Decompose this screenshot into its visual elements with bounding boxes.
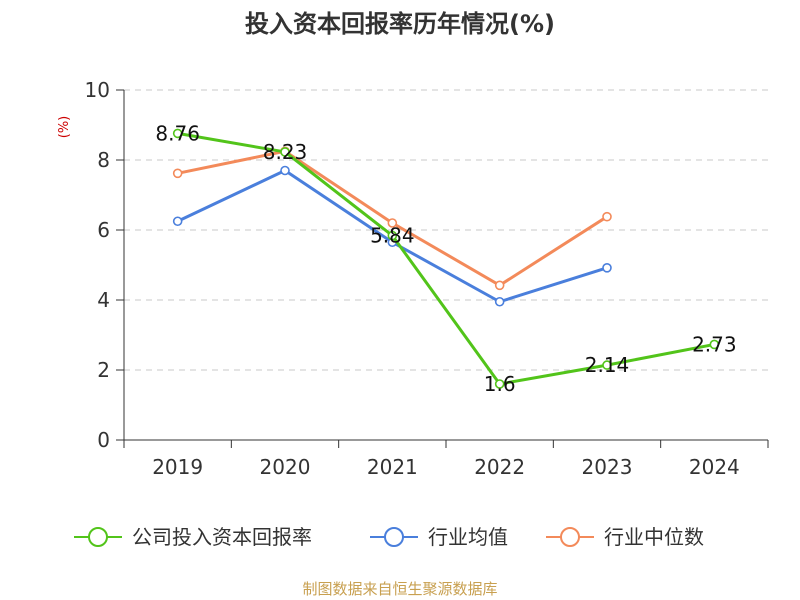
legend-marker-2 (560, 527, 580, 547)
data-label-2021: 5.84 (370, 224, 415, 248)
legend-item-2: 行业中位数 (546, 525, 704, 549)
point-2-2022 (494, 280, 505, 291)
legend-marker-1 (384, 527, 404, 547)
point-0-2020 (280, 147, 290, 157)
legend-item-1: 行业均值 (370, 525, 508, 549)
point-0-2019 (172, 128, 183, 139)
point-0-2021 (387, 230, 398, 241)
data-label-2020: 8.23 (263, 140, 308, 164)
data-label-2024: 2.73 (692, 332, 737, 356)
data-label-2019: 8.76 (155, 121, 200, 145)
axes: 0 2 4 6 8 10 2019 2020 2021 2022 2023 2024 (85, 78, 769, 479)
point-2-2021 (387, 218, 398, 228)
legend-label-1: 行业均值 (428, 525, 508, 549)
y-tick-label-0: 0 (97, 428, 110, 452)
point-0-2022 (494, 379, 505, 389)
series-group (172, 128, 720, 389)
x-tick-label-2024: 2024 (689, 455, 740, 479)
series-1 (172, 165, 612, 307)
point-0-2023 (602, 360, 612, 370)
x-tick-label-2019: 2019 (152, 455, 203, 479)
data-label-2023: 2.14 (585, 353, 630, 377)
x-tick-label-2021: 2021 (367, 455, 418, 479)
point-1-2019 (172, 216, 183, 227)
legend: 公司投入资本回报率 行业均值 行业中位数 (74, 525, 704, 549)
legend-label-2: 行业中位数 (604, 525, 704, 549)
y-tick-label-8: 8 (97, 148, 110, 172)
y-tick-label-4: 4 (97, 288, 110, 312)
point-2-2023 (602, 211, 612, 222)
legend-marker-0 (88, 527, 108, 547)
point-1-2020 (280, 165, 290, 176)
gridlines (124, 89, 768, 371)
point-2-2019 (172, 168, 183, 179)
series-line-0 (177, 131, 715, 386)
y-axis-label: (%) (57, 116, 72, 139)
legend-label-0: 公司投入资本回报率 (132, 525, 312, 549)
legend-item-0: 公司投入资本回报率 (74, 525, 312, 549)
source-note: 制图数据来自恒生聚源数据库 (302, 580, 497, 598)
y-tick-label-6: 6 (97, 218, 110, 242)
x-tick-label-2022: 2022 (474, 455, 525, 479)
data-labels: 8.76 8.23 5.84 1.6 2.14 2.73 (155, 121, 736, 396)
x-tick-label-2020: 2020 (260, 455, 311, 479)
x-tick-label-2023: 2023 (582, 455, 633, 479)
series-2 (172, 146, 612, 291)
series-0 (172, 128, 720, 389)
chart-title: 投入资本回报率历年情况(%) (245, 10, 555, 38)
point-1-2023 (602, 262, 612, 273)
point-0-2024 (709, 339, 720, 350)
point-1-2022 (494, 296, 505, 307)
y-tick-label-2: 2 (97, 358, 110, 382)
data-label-2022: 1.6 (484, 372, 516, 396)
y-tick-label-10: 10 (85, 78, 110, 102)
